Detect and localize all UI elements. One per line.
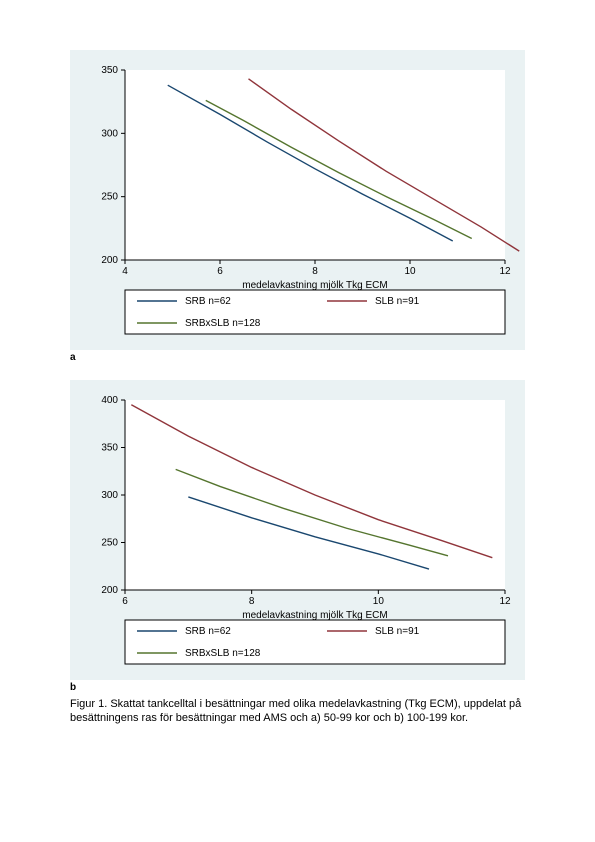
- svg-text:400: 400: [101, 395, 118, 406]
- svg-text:6: 6: [217, 266, 223, 277]
- figure-caption: Figur 1. Skattat tankcelltal i besättnin…: [70, 698, 540, 726]
- svg-text:350: 350: [101, 65, 118, 76]
- chart-panel-b: 200 250 300 350 400 6 8 10 12 medelavkastning mjö…: [70, 380, 525, 693]
- panel-b-label: b: [70, 682, 525, 693]
- svg-text:SRB n=62: SRB n=62: [185, 296, 231, 307]
- panel-a-label: a: [70, 352, 525, 363]
- svg-text:medelavkastning mjölk Tkg ECM: medelavkastning mjölk Tkg ECM: [242, 610, 387, 621]
- svg-text:12: 12: [499, 266, 511, 277]
- page: 200 250 300 350 4 6 8 10 12 medelavkastning mjölk…: [0, 0, 595, 842]
- svg-text:10: 10: [404, 266, 416, 277]
- svg-text:medelavkastning mjölk Tkg ECM: medelavkastning mjölk Tkg ECM: [242, 280, 387, 291]
- chart-b-svg: 200 250 300 350 400 6 8 10 12 medelavkastning mjö…: [70, 380, 525, 680]
- chart-panel-a: 200 250 300 350 4 6 8 10 12 medelavkastning mjölk…: [70, 50, 525, 363]
- chart-a-svg: 200 250 300 350 4 6 8 10 12 medelavkastning mjölk…: [70, 50, 525, 350]
- svg-text:350: 350: [101, 443, 118, 454]
- svg-text:4: 4: [122, 266, 128, 277]
- svg-text:SRB n=62: SRB n=62: [185, 626, 231, 637]
- svg-text:SRBxSLB n=128: SRBxSLB n=128: [185, 648, 261, 659]
- svg-text:6: 6: [122, 596, 128, 607]
- svg-text:300: 300: [101, 128, 118, 139]
- svg-text:10: 10: [373, 596, 385, 607]
- svg-text:8: 8: [312, 266, 318, 277]
- svg-text:250: 250: [101, 192, 118, 203]
- svg-text:300: 300: [101, 490, 118, 501]
- svg-text:SLB n=91: SLB n=91: [375, 296, 420, 307]
- svg-text:SLB n=91: SLB n=91: [375, 626, 420, 637]
- svg-text:12: 12: [499, 596, 511, 607]
- svg-text:SRBxSLB n=128: SRBxSLB n=128: [185, 318, 261, 329]
- svg-text:8: 8: [249, 596, 255, 607]
- svg-text:250: 250: [101, 538, 118, 549]
- svg-text:200: 200: [101, 255, 118, 266]
- svg-text:200: 200: [101, 585, 118, 596]
